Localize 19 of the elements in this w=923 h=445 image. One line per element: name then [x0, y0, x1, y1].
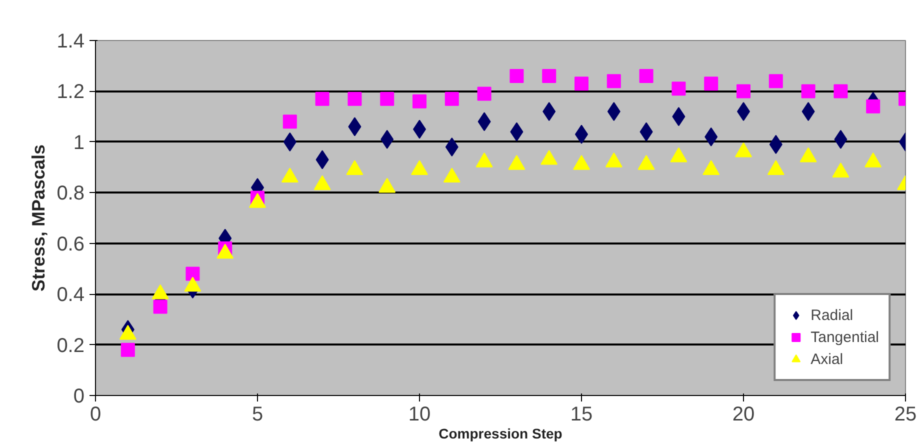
x-tick-label: 10 — [408, 404, 431, 426]
y-tick-label: 0.8 — [56, 182, 85, 205]
y-axis-title: Stress, MPascals — [28, 144, 49, 292]
legend-label: Radial — [810, 306, 854, 324]
y-tick-label: 1 — [73, 132, 84, 154]
x-tick-label: 15 — [570, 404, 593, 426]
x-tick-label: 20 — [732, 404, 755, 426]
y-tick-label: 0.6 — [56, 233, 85, 256]
y-tick-label: 0 — [73, 386, 84, 408]
y-tick-label: 0.2 — [56, 334, 85, 357]
x-tick-label: 25 — [894, 404, 917, 426]
x-axis-title: Compression Step — [438, 426, 562, 442]
x-tick-label: 0 — [90, 404, 102, 426]
legend-label: Axial — [810, 350, 844, 368]
y-tick-label: 1.2 — [56, 81, 85, 104]
y-tick-label: 1.4 — [56, 30, 85, 52]
legend-label: Tangential — [810, 328, 879, 346]
y-tick-label: 0.4 — [56, 284, 85, 306]
x-tick-label: 5 — [252, 404, 264, 426]
